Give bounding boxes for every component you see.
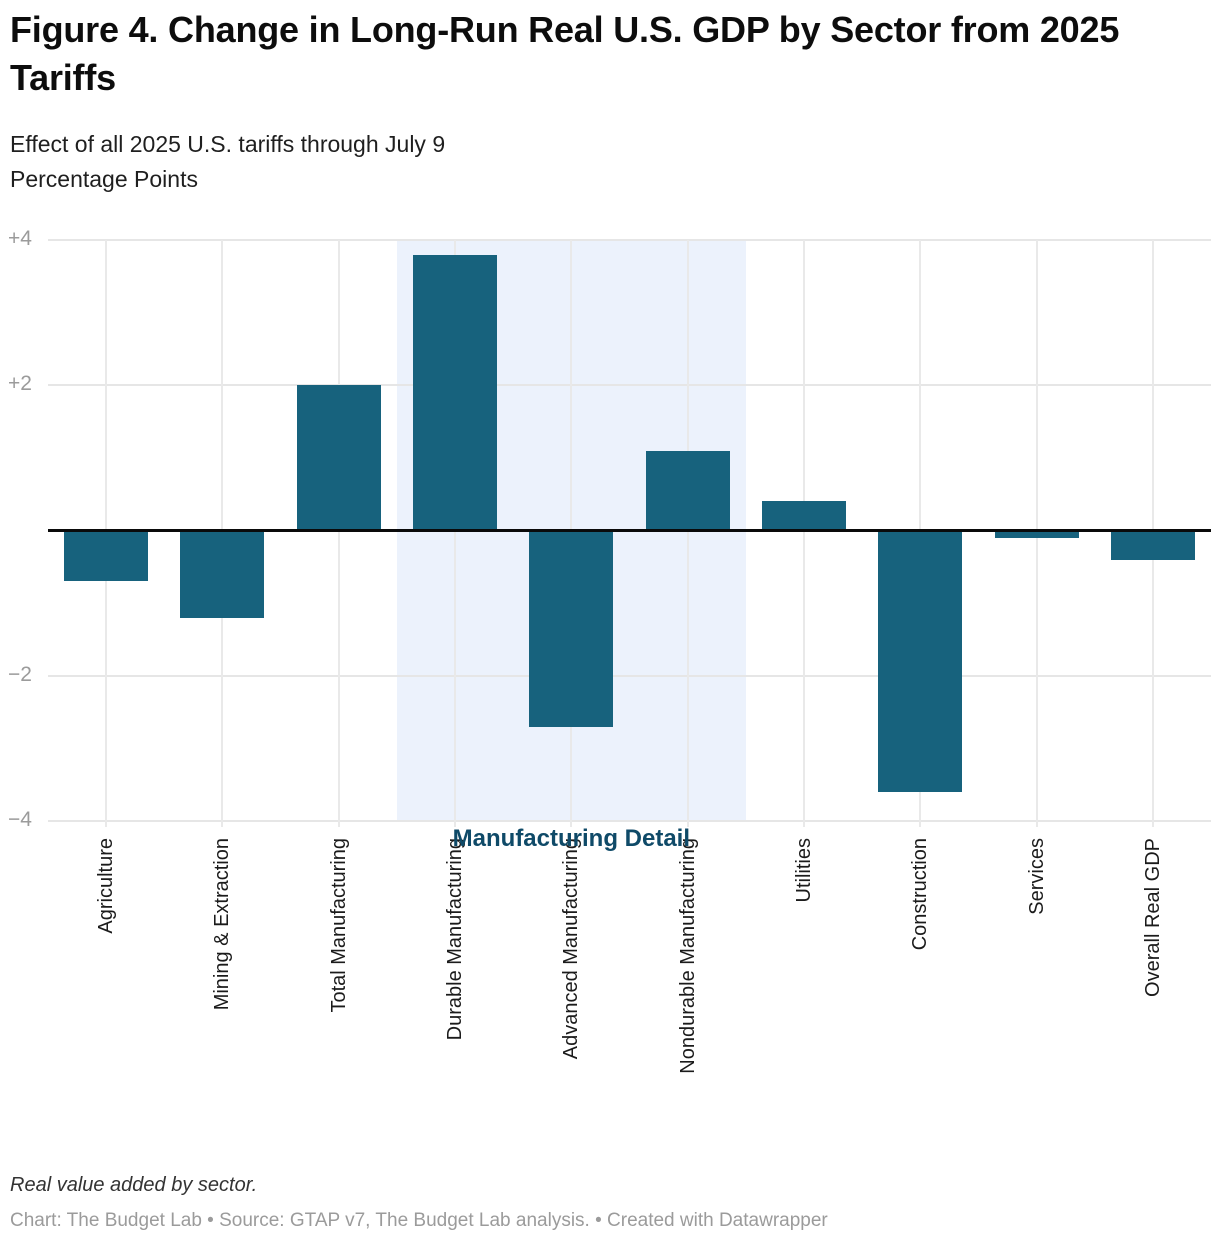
footnote: Real value added by sector. [10, 1174, 258, 1196]
chart-title: Figure 4. Change in Long-Run Real U.S. G… [10, 9, 1120, 98]
x-axis-label-advanced-manufacturing: Advanced Manufacturing [560, 838, 583, 1060]
x-gridline [454, 240, 457, 827]
y-axis-tick-label: −2 [8, 662, 32, 686]
attribution: Chart: The Budget Lab • Source: GTAP v7,… [10, 1210, 828, 1231]
bar-mining-extraction [180, 530, 265, 618]
y-axis-tick-label: −4 [8, 808, 32, 831]
x-axis-label-utilities: Utilities [792, 838, 815, 903]
chart-units-label: Percentage Points [10, 166, 198, 192]
x-axis-label-durable-manufacturing: Durable Manufacturing [444, 838, 467, 1041]
x-axis-label-services: Services [1025, 838, 1048, 915]
x-axis-label-agriculture: Agriculture [95, 838, 118, 934]
bar-utilities [761, 501, 846, 531]
bar-durable-manufacturing [413, 254, 498, 531]
y-gridline [48, 239, 1211, 241]
bar-agriculture [64, 530, 149, 582]
zero-axis-line [48, 529, 1211, 532]
y-gridline [48, 820, 1211, 822]
y-axis-tick-label: +2 [8, 372, 32, 396]
manufacturing-detail-label: Manufacturing Detail [452, 825, 691, 852]
bar-total-manufacturing [296, 385, 381, 531]
y-axis-tick-label: +4 [8, 227, 32, 250]
y-gridline [48, 674, 1211, 677]
chart-subtitle: Effect of all 2025 U.S. tariffs through … [10, 131, 446, 157]
x-axis-label-construction: Construction [909, 838, 932, 951]
x-gridline [802, 240, 805, 827]
y-gridline [48, 384, 1211, 387]
bar-nondurable-manufacturing [645, 450, 730, 531]
x-axis-label-total-manufacturing: Total Manufacturing [327, 838, 350, 1013]
bar-overall-real-gdp [1110, 530, 1195, 560]
x-gridline [686, 240, 689, 827]
x-axis-label-nondurable-manufacturing: Nondurable Manufacturing [676, 838, 699, 1074]
bar-construction [878, 530, 963, 792]
bar-advanced-manufacturing [529, 530, 614, 727]
bar-services [994, 530, 1079, 538]
x-axis-label-overall-real-gdp: Overall Real GDP [1141, 838, 1164, 997]
x-gridline [337, 240, 340, 827]
x-axis-label-mining-extraction: Mining & Extraction [211, 838, 234, 1011]
